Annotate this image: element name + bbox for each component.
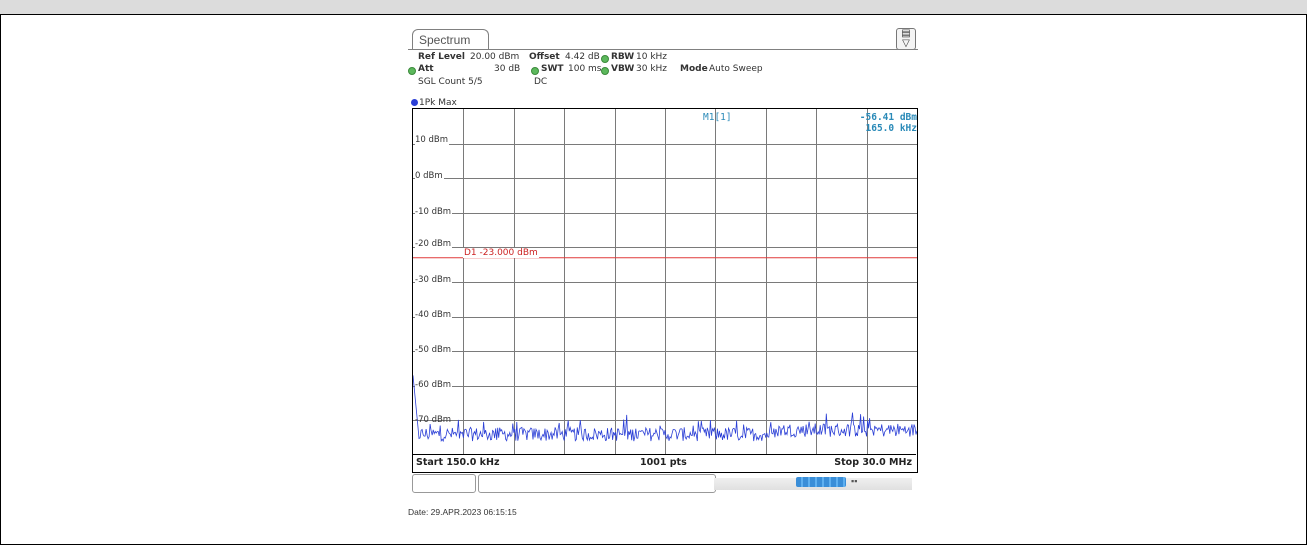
rbw-status-icon [601, 55, 609, 63]
status-field-2 [478, 474, 716, 493]
att-value: 30 dB [494, 64, 521, 74]
y-tick-label: 10 dBm [415, 135, 450, 145]
vbw-status-icon [601, 67, 609, 75]
sweep-progress-bar [796, 477, 846, 487]
plot-area [413, 109, 917, 455]
trace-dot-icon [411, 99, 418, 106]
spectrum-analyzer-window: Spectrum ▤ ▽ Ref Level 20.00 dBm Offset 4… [408, 27, 918, 493]
sgl-count: SGL Count 5/5 [418, 77, 483, 87]
marker-name: M1[1] [703, 112, 732, 123]
swt-status-icon [531, 67, 539, 75]
y-tick-label: 0 dBm [415, 171, 444, 181]
status-bar: ▪▪ [408, 474, 918, 493]
swt-value: 100 ms [568, 64, 602, 74]
y-tick-label: -60 dBm [415, 380, 453, 390]
vbw-value: 30 kHz [636, 64, 668, 74]
screen-icon[interactable]: ▤ ▽ [896, 28, 916, 50]
y-tick-label: -40 dBm [415, 310, 453, 320]
top-bar [0, 0, 1307, 15]
date-stamp: Date: 29.APR.2023 06:15:15 [408, 507, 517, 517]
status-field-1 [412, 474, 476, 493]
progress-indicator-icon: ▪▪ [851, 476, 858, 486]
swt-label: SWT [541, 64, 564, 74]
y-tick-label: -30 dBm [415, 275, 453, 285]
marker-level: -56.41 dBm [859, 112, 917, 123]
vbw-label: VBW [611, 64, 635, 74]
marker-frequency: 165.0 kHz [865, 123, 917, 134]
mode-label: Mode [680, 64, 708, 74]
y-tick-label: -70 dBm [415, 415, 452, 425]
rbw-label: RBW [611, 52, 635, 62]
measurement-parameters: Ref Level 20.00 dBm Offset 4.42 dB RBW 1… [408, 49, 918, 96]
tab-spectrum[interactable]: Spectrum [412, 29, 490, 50]
spectrum-trace [413, 375, 917, 443]
sweep-points: 1001 pts [640, 457, 687, 468]
offset-value: 4.42 dB [565, 52, 600, 62]
stop-frequency: Stop 30.0 MHz [834, 457, 912, 468]
start-frequency: Start 150.0 kHz [416, 457, 500, 468]
y-tick-label: -10 dBm [415, 207, 453, 217]
trace-label: 1Pk Max [419, 98, 457, 108]
ref-level-value: 20.00 dBm [470, 52, 520, 62]
coupling: DC [534, 77, 548, 87]
rbw-value: 10 kHz [636, 52, 668, 62]
att-status-icon [408, 67, 416, 75]
tab-spectrum-label: Spectrum [419, 33, 471, 47]
att-label: Att [418, 64, 434, 74]
offset-label: Offset [529, 52, 560, 62]
trace-indicator: 1Pk Max [411, 98, 457, 108]
spectrum-plot: M1[1] -56.41 dBm 165.0 kHz D1 -23.000 dB… [412, 108, 918, 473]
mode-value: Auto Sweep [709, 64, 763, 74]
y-tick-label: -20 dBm [415, 239, 453, 249]
y-tick-label: -50 dBm [415, 345, 453, 355]
frequency-footer: Start 150.0 kHz 1001 pts Stop 30.0 MHz [412, 454, 916, 470]
display-line-label: D1 -23.000 dBm [463, 248, 539, 258]
ref-level-label: Ref Level [418, 52, 465, 62]
